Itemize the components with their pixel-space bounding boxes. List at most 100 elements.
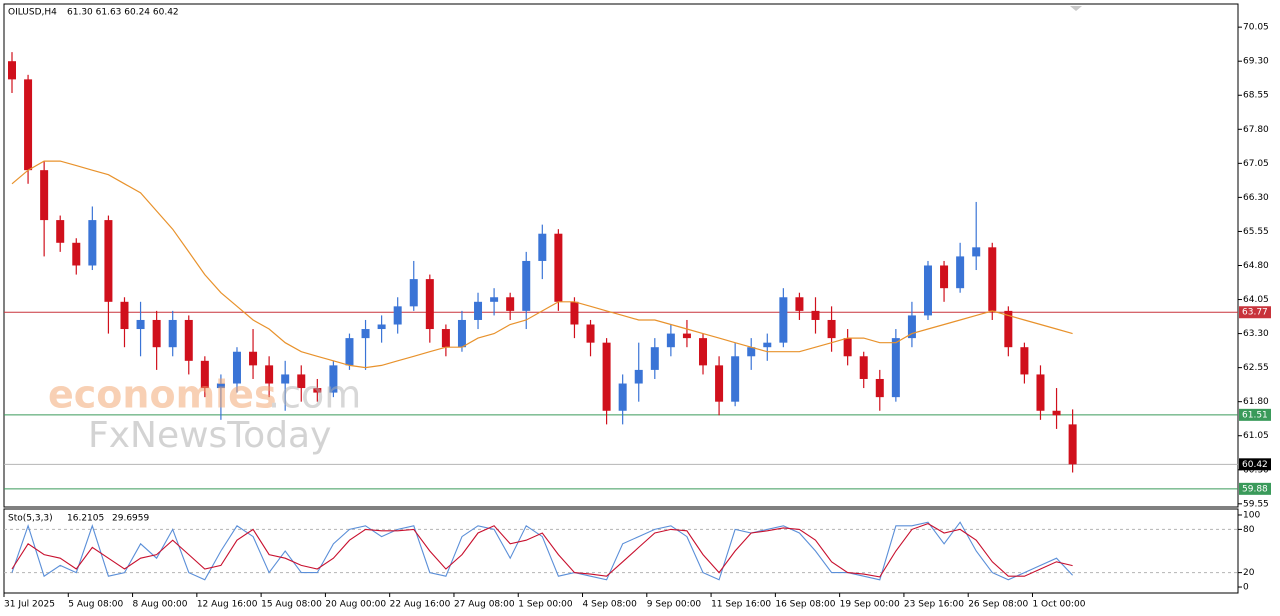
candle-body [907,315,916,339]
candle-body [265,365,274,384]
candle-body [104,220,113,302]
candle-body [602,342,611,411]
price-label: 60.42 [1242,460,1268,470]
y-tick-label: 62.55 [1243,363,1269,373]
candle-body [650,347,659,370]
candle-body [506,297,515,311]
y-tick-label: 69.30 [1243,57,1269,67]
candle-body [1068,424,1077,465]
price-label: 63.77 [1242,308,1268,318]
candle-body [779,297,788,343]
candle-body [152,319,161,348]
price-label-box [1239,482,1271,495]
candle-body [281,374,290,384]
candle-body [682,333,691,339]
candle-body [136,319,145,330]
y-tick-label: 67.05 [1243,159,1269,169]
candle-body [24,79,33,171]
y-tick-label: 61.05 [1243,431,1269,441]
candle-body [1052,410,1061,416]
candle-body [827,319,836,339]
candle-body [956,256,965,289]
indicator-panel [3,508,1239,594]
candle-body [875,378,884,398]
x-tick-label: 4 Sep 08:00 [583,600,638,610]
candle-body [72,242,81,266]
y-tick-label: 64.80 [1243,261,1269,271]
candle-body [1020,347,1029,375]
candle-body [554,233,563,302]
moving-average [11,160,1073,369]
x-tick-label: 19 Sep 00:00 [840,600,900,610]
x-tick-label: 26 Sep 08:00 [968,600,1028,610]
candle-body [715,365,724,402]
x-tick-label: 20 Aug 00:00 [325,600,386,610]
candle-body [474,301,483,320]
candle-body [232,351,241,384]
y-tick-label: 66.30 [1243,193,1269,203]
candle-body [377,324,386,330]
candle-body [56,220,65,243]
x-tick-label: 22 Aug 16:00 [390,600,451,610]
candle-body [184,319,193,361]
candle-body [795,297,804,311]
candle-body [490,297,499,302]
y-tick-label: 67.80 [1243,125,1269,135]
candle-body [988,247,997,311]
y-tick-label: 68.55 [1243,91,1269,101]
watermark-sub: FxNewsToday [88,415,331,456]
candle-body [457,319,466,348]
y-tick-label: 64.05 [1243,295,1269,305]
candle-body [216,383,225,389]
candle-body [731,356,740,402]
candle-body [634,369,643,384]
candle-body [1036,374,1045,411]
candle-body [393,306,402,325]
x-tick-label: 12 Aug 16:00 [197,600,258,610]
candle-body [972,247,981,257]
indicator-d: 29.6959 [112,514,149,524]
candle-body [361,329,370,339]
candle-body [120,301,129,330]
x-tick-label: 8 Aug 00:00 [133,600,188,610]
x-tick-label: 16 Sep 08:00 [775,600,835,610]
candle-body [345,338,354,366]
y-tick-label: 70.05 [1243,23,1269,33]
candle-body [570,301,579,325]
candle-body [329,365,338,393]
price-label: 59.88 [1242,484,1268,494]
y-tick-label: 65.55 [1243,227,1269,237]
shift-marker [1070,6,1082,11]
price-label-box [1239,306,1271,319]
candle-body [200,360,209,389]
price-label: 61.51 [1242,410,1268,420]
indicator-k: 16.2105 [67,514,104,524]
y-tick-label: 0 [1243,583,1249,593]
indicator-line [11,522,1073,578]
candle-body [249,351,258,366]
candle-body [297,374,306,389]
symbol: OILUSD,H4 [8,8,57,18]
candle-body [859,356,868,379]
ohlc-text: 61.30 61.63 60.24 60.42 [67,8,179,18]
y-tick-label: 59.55 [1243,499,1269,509]
candle-body [666,333,675,348]
x-tick-label: 11 Sep 16:00 [711,600,771,610]
y-tick-label: 63.30 [1243,329,1269,339]
candle-body [891,338,900,398]
candle-body [1004,310,1013,348]
candle-body [8,61,16,80]
candle-body [618,383,627,411]
candle-body [747,347,756,357]
x-tick-label: 5 Aug 08:00 [68,600,123,610]
x-tick-label: 15 Aug 08:00 [261,600,322,610]
candle-body [425,279,434,330]
candle-body [409,279,418,307]
price-label-box [1239,458,1271,471]
candle-body [168,319,177,348]
x-tick-label: 9 Sep 00:00 [647,600,702,610]
x-tick-label: 23 Sep 16:00 [904,600,964,610]
candle-body [88,220,97,266]
y-tick-label: 80 [1243,525,1255,535]
